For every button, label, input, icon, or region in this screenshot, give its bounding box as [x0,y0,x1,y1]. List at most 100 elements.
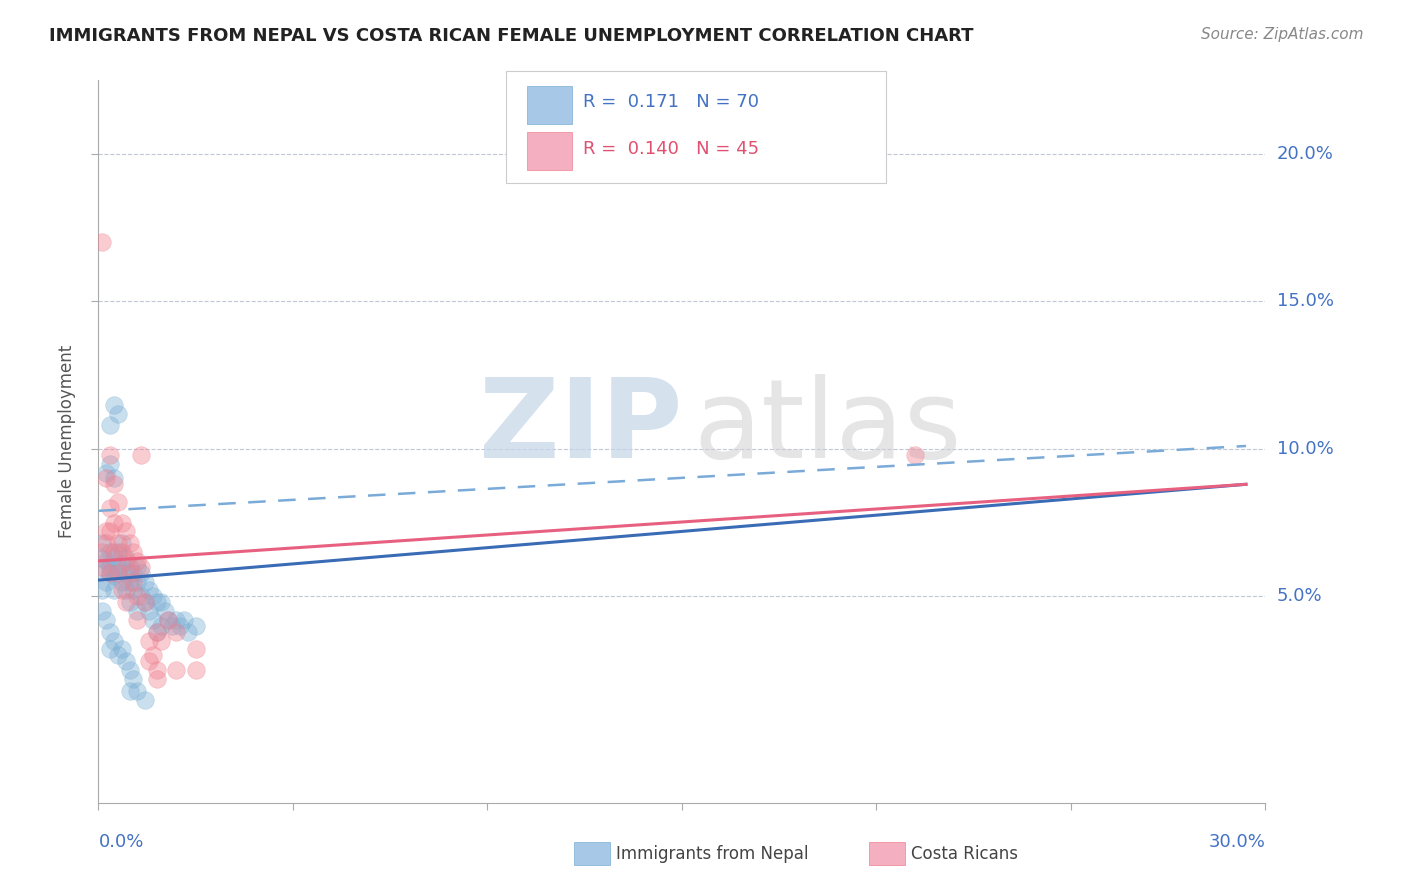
Point [98,545,121,559]
Point [138,604,160,618]
Point [134,595,156,609]
Point [91,583,114,598]
Point [111,642,134,657]
Point [134,692,156,706]
Point [103,398,125,412]
Point [149,595,172,609]
Point [91,560,114,574]
Point [98,524,121,539]
Point [111,545,134,559]
Point [107,407,129,421]
Point [118,663,141,677]
Point [107,566,129,580]
Point [98,448,121,462]
Point [91,604,114,618]
Point [98,418,121,433]
Point [184,642,207,657]
Point [91,235,114,250]
Text: R =  0.171   N = 70: R = 0.171 N = 70 [583,94,759,112]
Y-axis label: Female Unemployment: Female Unemployment [58,345,76,538]
Point [122,574,145,589]
Point [111,516,134,530]
Point [177,624,200,639]
Point [157,613,180,627]
Point [122,545,145,559]
Point [103,471,125,485]
Point [146,663,169,677]
Text: 15.0%: 15.0% [1277,293,1333,310]
Point [134,574,156,589]
Point [138,583,160,598]
Point [91,551,114,566]
Point [98,566,121,580]
Point [111,557,134,571]
Point [127,683,149,698]
Point [98,500,121,515]
Point [127,574,149,589]
Point [118,595,141,609]
Point [127,613,149,627]
Point [103,516,125,530]
Text: Immigrants from Nepal: Immigrants from Nepal [616,845,808,863]
Point [96,471,118,485]
Point [111,583,134,598]
Point [114,554,136,568]
Point [91,545,114,559]
Point [118,683,141,698]
Point [169,619,191,633]
Point [138,654,160,668]
Text: 5.0%: 5.0% [1277,587,1322,606]
Text: 20.0%: 20.0% [1277,145,1333,163]
Point [91,536,114,550]
Point [129,566,152,580]
Point [103,583,125,598]
Point [165,613,187,627]
Point [127,560,149,574]
Point [111,536,134,550]
Point [103,545,125,559]
Point [98,624,121,639]
Point [114,524,136,539]
Point [138,633,160,648]
Point [165,663,187,677]
Point [142,613,165,627]
Point [142,590,165,604]
Point [107,545,129,559]
Point [146,624,169,639]
Point [114,583,136,598]
Point [149,619,172,633]
Point [96,613,118,627]
Point [127,590,149,604]
Point [146,595,169,609]
Point [157,613,180,627]
Point [114,654,136,668]
Point [173,613,195,627]
Point [127,554,149,568]
Point [129,560,152,574]
Point [96,563,118,577]
Point [127,604,149,618]
Text: ZIP: ZIP [478,374,682,481]
Point [149,633,172,648]
Point [118,566,141,580]
Point [162,619,184,633]
Point [96,524,118,539]
Point [103,633,125,648]
Point [103,568,125,582]
Point [118,560,141,574]
Text: Source: ZipAtlas.com: Source: ZipAtlas.com [1201,27,1364,42]
Point [142,648,165,663]
Point [96,554,118,568]
Point [134,595,156,609]
Point [118,536,141,550]
Point [107,648,129,663]
Point [129,448,152,462]
Point [98,642,121,657]
Point [114,595,136,609]
Text: IMMIGRANTS FROM NEPAL VS COSTA RICAN FEMALE UNEMPLOYMENT CORRELATION CHART: IMMIGRANTS FROM NEPAL VS COSTA RICAN FEM… [49,27,974,45]
Point [184,619,207,633]
Point [103,551,125,566]
Point [146,672,169,686]
Text: 0.0%: 0.0% [98,833,143,851]
Point [107,560,129,574]
